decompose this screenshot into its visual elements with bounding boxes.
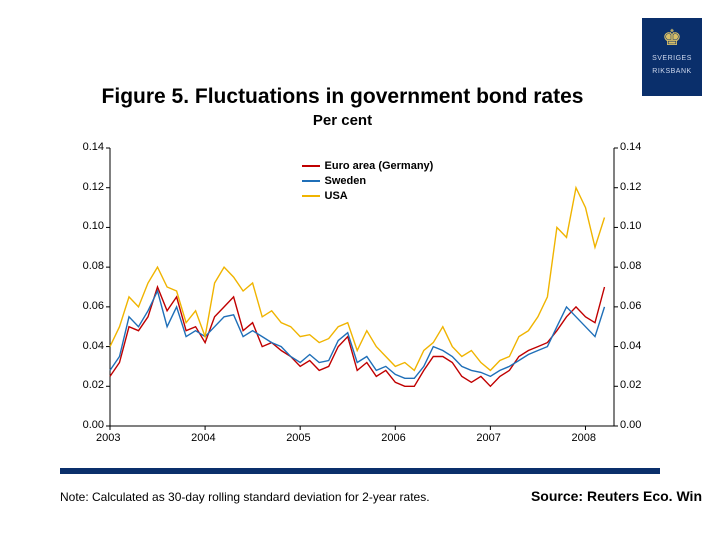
figure-title: Figure 5. Fluctuations in government bon… xyxy=(55,85,630,109)
y-tick-label-left: 0.14 xyxy=(83,141,104,153)
legend-swatch xyxy=(302,165,320,167)
y-tick-label-right: 0.10 xyxy=(620,220,641,232)
legend-label: USA xyxy=(325,190,348,202)
y-tick-label-right: 0.08 xyxy=(620,260,641,272)
y-tick-label-left: 0.10 xyxy=(83,220,104,232)
y-tick-label-right: 0.06 xyxy=(620,300,641,312)
legend-item: Sweden xyxy=(302,174,434,188)
chart-source: Source: Reuters Eco. Win xyxy=(531,488,702,504)
riksbank-logo: ♚ SVERIGES RIKSBANK xyxy=(642,18,702,96)
x-tick-label: 2008 xyxy=(571,432,595,444)
x-tick-label: 2003 xyxy=(96,432,120,444)
y-tick-label-right: 0.00 xyxy=(620,419,641,431)
chart-legend: Euro area (Germany) Sweden USA xyxy=(302,159,434,204)
legend-item: USA xyxy=(302,189,434,203)
legend-swatch xyxy=(302,180,320,182)
y-tick-label-left: 0.02 xyxy=(83,379,104,391)
y-tick-label-left: 0.12 xyxy=(83,181,104,193)
legend-label: Sweden xyxy=(325,175,367,187)
y-tick-label-left: 0.06 xyxy=(83,300,104,312)
footer-divider xyxy=(60,468,660,474)
y-tick-label-right: 0.12 xyxy=(620,181,641,193)
y-tick-label-left: 0.04 xyxy=(83,340,104,352)
x-tick-label: 2006 xyxy=(381,432,405,444)
y-tick-label-left: 0.08 xyxy=(83,260,104,272)
y-tick-label-right: 0.14 xyxy=(620,141,641,153)
slide: ♚ SVERIGES RIKSBANK Figure 5. Fluctuatio… xyxy=(0,0,720,540)
figure-subtitle: Per cent xyxy=(55,112,630,129)
y-tick-label-right: 0.04 xyxy=(620,340,641,352)
chart-note: Note: Calculated as 30-day rolling stand… xyxy=(60,490,430,504)
y-tick-label-left: 0.00 xyxy=(83,419,104,431)
x-tick-label: 2005 xyxy=(286,432,310,444)
legend-label: Euro area (Germany) xyxy=(325,160,434,172)
line-chart: Euro area (Germany) Sweden USA 0.00 0.00 0.0… xyxy=(72,140,652,450)
y-tick-label-right: 0.02 xyxy=(620,379,641,391)
x-tick-label: 2007 xyxy=(476,432,500,444)
logo-text-bottom: RIKSBANK xyxy=(643,68,701,75)
crown-icon: ♚ xyxy=(643,27,701,49)
legend-item: Euro area (Germany) xyxy=(302,159,434,173)
logo-text-top: SVERIGES xyxy=(643,55,701,62)
legend-swatch xyxy=(302,195,320,197)
x-tick-label: 2004 xyxy=(191,432,215,444)
